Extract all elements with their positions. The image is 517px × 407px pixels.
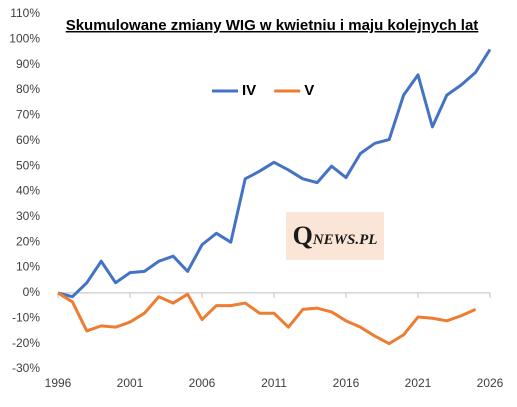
series-line: [57, 291, 477, 346]
y-tick-label: 100%: [9, 32, 40, 46]
x-tick-label: 2006: [189, 376, 216, 390]
x-tick-label: 2001: [117, 376, 144, 390]
x-tick-label: 2026: [477, 376, 504, 390]
y-tick-label: 50%: [16, 158, 40, 172]
x-tick-label: 1996: [45, 376, 72, 390]
legend-label: V: [304, 82, 314, 99]
y-tick-label: -10%: [12, 310, 40, 324]
y-tick-label: 10%: [16, 260, 40, 274]
y-tick-label: 0%: [23, 285, 41, 299]
y-tick-label: 40%: [16, 184, 40, 198]
y-tick-label: 70%: [16, 108, 40, 122]
series-line: [57, 48, 492, 299]
x-tick-label: 2011: [261, 376, 287, 390]
y-tick-label: 30%: [16, 209, 40, 223]
y-tick-label: 60%: [16, 133, 40, 147]
y-tick-label: 110%: [10, 6, 40, 20]
y-tick-label: 90%: [16, 57, 40, 71]
y-tick-label: 80%: [16, 82, 40, 96]
y-tick-label: -30%: [12, 361, 40, 375]
x-tick-label: 2021: [405, 376, 432, 390]
watermark: QNEWS.PL: [286, 212, 384, 260]
y-tick-label: -20%: [12, 336, 40, 350]
y-tick-label: 20%: [16, 234, 40, 248]
x-tick-label: 2016: [333, 376, 360, 390]
legend-label: IV: [242, 82, 256, 99]
chart-title: Skumulowane zmiany WIG w kwietniu i maju…: [66, 17, 479, 34]
